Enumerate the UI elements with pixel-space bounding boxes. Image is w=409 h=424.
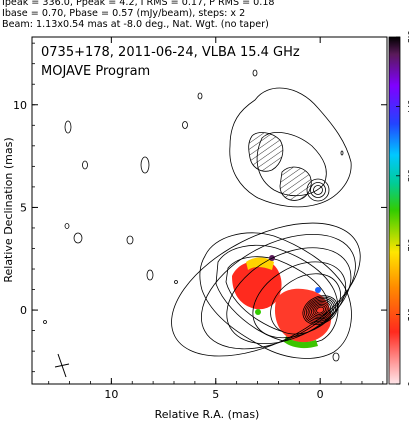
core-contour-ring: [309, 300, 332, 320]
colorbar-tick-label: 0.5: [405, 30, 409, 44]
y-tick-label: 10: [13, 99, 27, 112]
colorbar-ticks: 0 0.1 0.2 0.3 0.4 0.5: [396, 30, 409, 387]
colorbar-tick-label: 0.1: [405, 308, 409, 322]
hatched-regions: [248, 132, 312, 201]
polarization-patch-core-edge: [284, 336, 318, 349]
colorbar-tick-label: 0: [405, 381, 409, 386]
core-contour-ring: [307, 299, 333, 321]
core-contour-ring: [314, 305, 326, 315]
x-tick-label: 0: [317, 388, 324, 401]
polarization-spot-blue: [315, 287, 321, 293]
map-area: [43, 69, 361, 378]
colorbar-tick-label: 0.2: [405, 238, 409, 252]
colorbar-tick-label: 0.4: [405, 100, 409, 114]
colorbar-tick-label: 0.3: [405, 169, 409, 183]
y-axis-label: Relative Declination (mas): [2, 137, 15, 282]
chart-subtitle: MOJAVE Program: [41, 64, 150, 79]
outer-core-contour: [200, 233, 356, 350]
hatched-region-1: [248, 132, 284, 172]
lower-outer-contour: [199, 232, 352, 359]
plot-frame: [31, 36, 388, 385]
outer-core-contour: [226, 247, 352, 345]
polarization-spot-green: [255, 309, 261, 315]
upper-diffuse-contour: [229, 87, 352, 208]
polarization-patch-left: [232, 260, 282, 310]
axis-ticks: 10 5 0 0 5 10: [13, 37, 387, 401]
lower-mid-contour: [215, 245, 339, 345]
upper-knot-rings: [306, 178, 330, 202]
outer-core-contour: [270, 273, 341, 335]
isolated-noise-contours: [43, 69, 344, 362]
core-contour-ring: [305, 298, 335, 323]
colorbar: [388, 36, 401, 385]
upper-inner-contour: [256, 132, 327, 197]
y-tick-label: 0: [20, 304, 27, 317]
core-contour-ring: [316, 306, 325, 314]
x-axis-label: Relative R.A. (mas): [155, 408, 260, 421]
x-tick-label: 10: [104, 388, 118, 401]
core-contour-ring: [312, 303, 328, 317]
chart-title: 0735+178, 2011-06-24, VLBA 15.4 GHz: [41, 45, 300, 60]
x-tick-label: 5: [212, 388, 219, 401]
outer-core-contour: [171, 222, 361, 357]
hatched-region-2: [279, 166, 312, 201]
beam-marker: [54, 353, 70, 378]
outer-core-contour: [252, 261, 347, 339]
outer-core-contours: [171, 222, 361, 357]
header-line-3: Beam: 1.13x0.54 mas at -8.0 deg., Nat. W…: [2, 19, 269, 30]
y-tick-label: 5: [20, 201, 27, 214]
header-line-2: Ibase = 0.70, Pbase = 0.57 (mJy/beam), s…: [2, 8, 246, 19]
header-line-1: Ipeak = 336.0, Ppeak = 4.2, I RMS = 0.17…: [2, 0, 275, 8]
